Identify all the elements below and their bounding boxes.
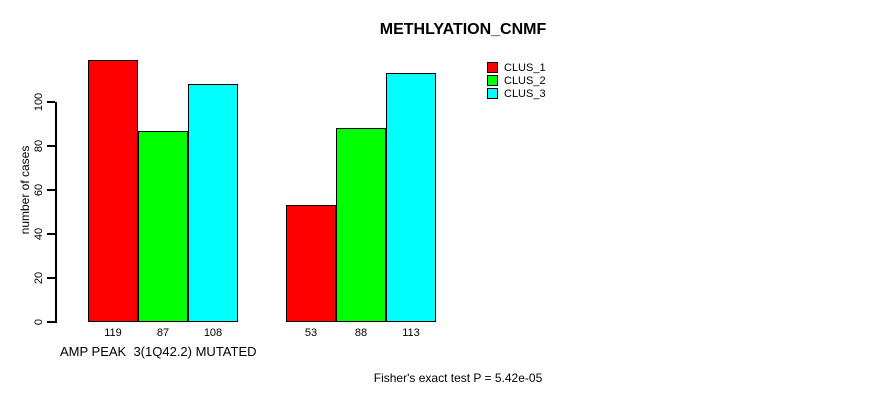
fisher-test-annotation: Fisher's exact test P = 5.42e-05 — [373, 371, 543, 385]
bar-clus_1-group1 — [88, 60, 138, 322]
legend-row: CLUS_2 — [487, 74, 546, 87]
y-tick — [47, 321, 55, 323]
y-tick-label: 0 — [33, 318, 45, 326]
y-tick — [47, 101, 55, 103]
legend-label: CLUS_3 — [504, 87, 546, 100]
y-tick-label: 80 — [33, 139, 45, 153]
bar-value-label: 113 — [402, 327, 420, 339]
bar-value-label: 87 — [156, 327, 170, 339]
x-axis-label: AMP PEAK 3(1Q42.2) MUTATED — [60, 344, 257, 359]
bar-value-label: 88 — [354, 327, 368, 339]
y-tick — [47, 189, 55, 191]
bar-clus_3-group2 — [386, 73, 436, 322]
y-tick — [47, 233, 55, 235]
y-tick-label: 40 — [33, 227, 45, 241]
y-axis-title: number of cases — [18, 145, 32, 235]
legend-swatch-clus_1 — [487, 62, 498, 73]
y-tick — [47, 277, 55, 279]
legend-swatch-clus_3 — [487, 88, 498, 99]
bar-clus_2-group1 — [138, 131, 188, 322]
legend-label: CLUS_1 — [504, 61, 546, 74]
legend-swatch-clus_2 — [487, 75, 498, 86]
bar-value-label: 119 — [104, 327, 122, 339]
y-axis-line — [55, 102, 57, 323]
y-tick-label: 20 — [33, 271, 45, 285]
legend-row: CLUS_1 — [487, 61, 546, 74]
legend-row: CLUS_3 — [487, 87, 546, 100]
y-tick-label: 60 — [33, 183, 45, 197]
chart-title: METHLYATION_CNMF — [379, 21, 547, 38]
y-tick — [47, 145, 55, 147]
bar-value-label: 108 — [203, 327, 223, 339]
bar-clus_2-group2 — [336, 128, 386, 322]
legend-label: CLUS_2 — [504, 74, 546, 87]
bar-clus_1-group2 — [286, 205, 336, 322]
legend: CLUS_1 CLUS_2 CLUS_3 — [487, 61, 546, 100]
bar-value-label: 53 — [304, 327, 318, 339]
bar-clus_3-group1 — [188, 84, 238, 322]
y-tick-label: 100 — [33, 92, 45, 112]
